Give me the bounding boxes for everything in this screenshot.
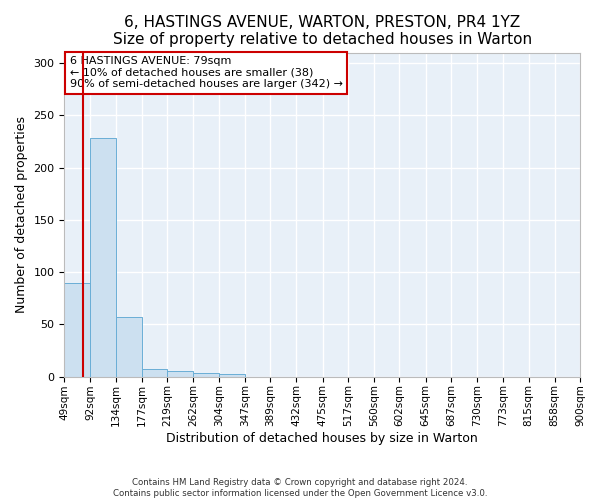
X-axis label: Distribution of detached houses by size in Warton: Distribution of detached houses by size …: [166, 432, 478, 445]
Bar: [193, 372, 219, 376]
Text: 6 HASTINGS AVENUE: 79sqm
← 10% of detached houses are smaller (38)
90% of semi-d: 6 HASTINGS AVENUE: 79sqm ← 10% of detach…: [70, 56, 343, 89]
Title: 6, HASTINGS AVENUE, WARTON, PRESTON, PR4 1YZ
Size of property relative to detach: 6, HASTINGS AVENUE, WARTON, PRESTON, PR4…: [113, 15, 532, 48]
Text: Contains HM Land Registry data © Crown copyright and database right 2024.
Contai: Contains HM Land Registry data © Crown c…: [113, 478, 487, 498]
Bar: [64, 282, 91, 376]
Y-axis label: Number of detached properties: Number of detached properties: [15, 116, 28, 313]
Bar: [219, 374, 245, 376]
Bar: [91, 138, 116, 376]
Bar: [167, 372, 193, 376]
Bar: [116, 317, 142, 376]
Bar: [142, 370, 167, 376]
